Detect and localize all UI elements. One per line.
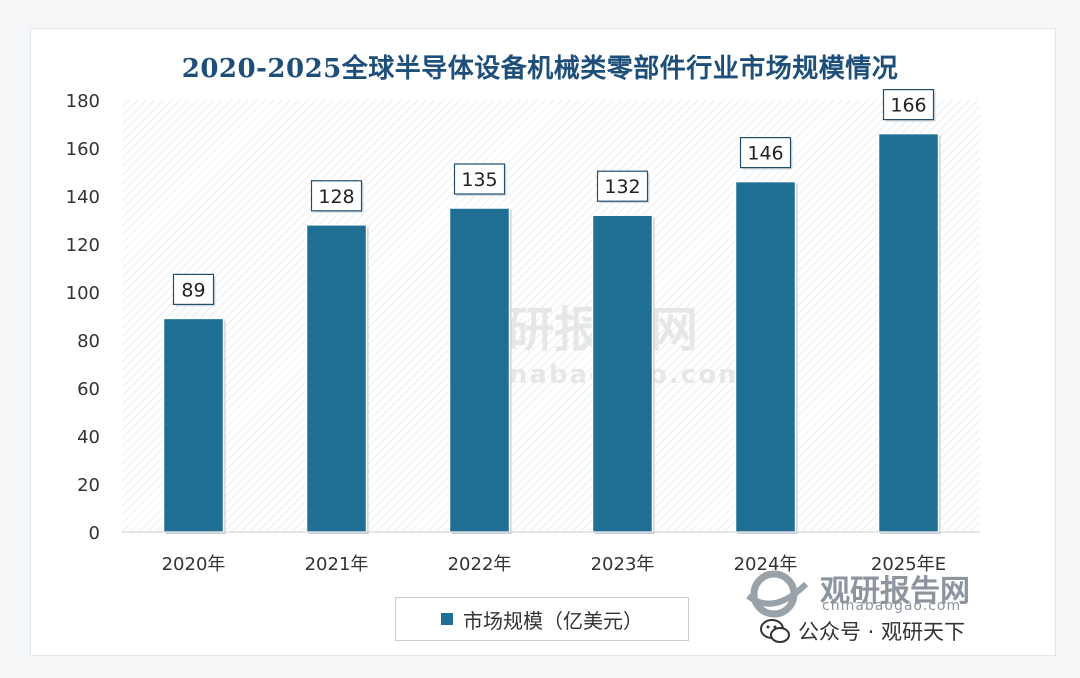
x-tick-label: 2020年: [162, 554, 226, 575]
data-label-box: [310, 180, 363, 212]
legend: 市场规模（亿美元）: [395, 597, 689, 641]
data-label-box: [739, 137, 792, 169]
y-tick-label: 100: [66, 283, 100, 304]
data-label: 132: [604, 176, 640, 198]
wechat-text: 公众号 · 观研天下: [798, 620, 966, 644]
data-label: 89: [181, 279, 205, 301]
x-tick-label: 2021年: [305, 554, 369, 575]
y-tick-label: 180: [66, 91, 100, 112]
legend-label: 市场规模（亿美元）: [463, 608, 643, 633]
bars: [162, 132, 941, 535]
bar: [877, 132, 940, 533]
chart-title: 2020-2025全球半导体设备机械类零部件行业市场规模情况: [181, 54, 899, 84]
y-axis: 0 20 40 60 80 100 120 140 160 180: [66, 91, 100, 544]
legend-swatch: [441, 613, 453, 625]
data-label-box: [596, 170, 649, 202]
plot-area-background: [122, 100, 980, 532]
x-tick-label: 2024年: [734, 554, 798, 575]
y-tick-label: 60: [77, 379, 100, 400]
data-label: 146: [747, 143, 783, 165]
data-label: 128: [318, 186, 354, 208]
data-label-box: [882, 88, 935, 121]
bar: [734, 180, 797, 533]
y-tick-label: 160: [66, 139, 100, 160]
x-axis: 2020年 2021年 2022年 2023年 2024年 2025年E: [122, 531, 980, 575]
wechat-attribution: 公众号 · 观研天下: [760, 616, 965, 646]
wechat-icon: [760, 619, 790, 643]
x-tick-label: 2022年: [448, 554, 512, 575]
x-tick-label: 2025年E: [871, 554, 946, 575]
data-label: 166: [890, 95, 926, 117]
y-tick-label: 20: [77, 475, 100, 496]
y-tick-label: 120: [66, 235, 100, 256]
data-label: 135: [461, 169, 497, 191]
bar: [162, 317, 225, 533]
bar: [591, 214, 654, 533]
y-tick-label: 40: [77, 427, 100, 448]
y-tick-label: 80: [77, 331, 100, 352]
y-tick-label: 140: [66, 187, 100, 208]
x-tick-label: 2023年: [591, 554, 655, 575]
watermark-brand: 观研报告网: [820, 574, 970, 609]
watermark-site: chinabaogao.com: [822, 598, 962, 614]
bar: [448, 207, 511, 533]
watermark-logo-icon: [746, 570, 809, 618]
bar: [305, 224, 368, 533]
data-labels: 89 128 135 132 146 166: [172, 88, 936, 307]
data-label-box: [453, 163, 506, 195]
data-label-box: [172, 273, 215, 305]
y-tick-label: 0: [89, 523, 100, 544]
